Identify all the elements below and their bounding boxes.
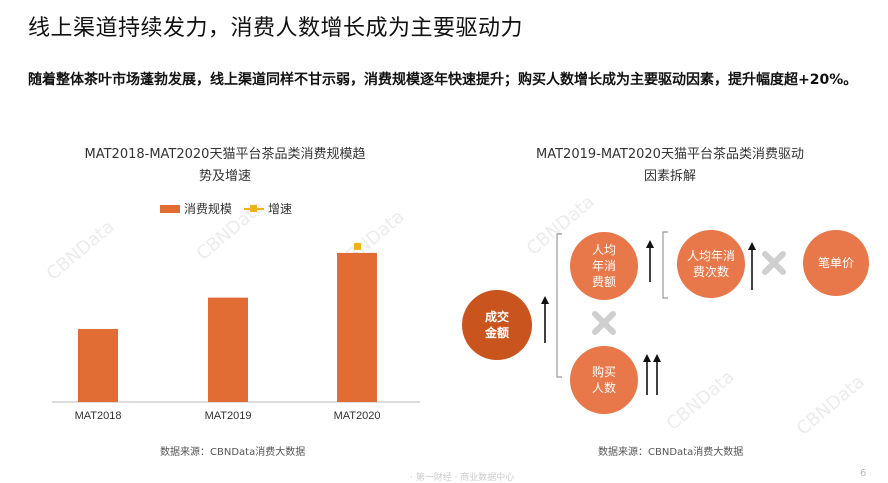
page-subtitle: 随着整体茶叶市场蓬勃发展，线上渠道同样不甘示弱，消费规模逐年快速提升；购买人数增… (28, 72, 858, 88)
spend-per-buyer-node: 人均年消费额 (570, 232, 638, 300)
spend-up-arrow-head (646, 240, 654, 248)
frequency-node-label: 人均年消费次数 (686, 249, 735, 279)
page-number: 6 (860, 468, 867, 479)
buyers-node-label: 购买人数 (591, 365, 616, 395)
buyers-up-arrow-head-1 (643, 354, 651, 362)
legend-line-swatch (244, 204, 265, 212)
sub-bracket (662, 231, 668, 299)
gmv-node-label: 成交金额 (484, 310, 509, 340)
spend-per-buyer-node-label: 人均年消费额 (591, 243, 616, 289)
right-chart-title: MAT2019-MAT2020天猫平台茶品类消费驱动 因素拆解 (510, 144, 830, 188)
legend-line-label: 增速 (268, 202, 293, 216)
bar-mat2020 (337, 252, 377, 402)
buyers-node: 购买人数 (570, 346, 638, 414)
frequency-node: 人均年消费次数 (677, 230, 745, 298)
right-chart-title-line2: 因素拆解 (643, 169, 696, 184)
gmv-up-arrow-head (541, 296, 549, 304)
bar-mat2018 (78, 328, 118, 402)
frequency-up-arrow-head (748, 242, 756, 250)
page-title: 线上渠道持续发力，消费人数增长成为主要驱动力 (28, 16, 524, 41)
avg-order-node: 笔单价 (803, 230, 869, 296)
x-tick-label: MAT2020 (334, 410, 381, 422)
bar-mat2019 (208, 297, 248, 402)
buyers-up-arrow-head-2 (653, 354, 661, 362)
left-chart-title-line2: 势及增速 (198, 169, 251, 184)
main-bracket (556, 233, 562, 378)
legend-bar-label: 消费规模 (184, 202, 233, 216)
legend-bar-swatch (160, 204, 180, 213)
right-chart-source: 数据来源：CBNData消费大数据 (598, 447, 744, 458)
times-icon (592, 311, 616, 335)
growth-marker (354, 242, 361, 250)
right-chart-title-line1: MAT2019-MAT2020天猫平台茶品类消费驱动 (536, 147, 804, 162)
left-chart-title: MAT2018-MAT2020天猫平台茶品类消费规模趋 势及增速 (60, 144, 390, 188)
x-tick-label: MAT2019 (205, 410, 252, 422)
footer: · 第一财经 · 商业数据中心 (410, 473, 515, 483)
avg-order-node-label: 笔单价 (817, 256, 854, 270)
left-chart-title-line1: MAT2018-MAT2020天猫平台茶品类消费规模趋 (84, 147, 366, 162)
gmv-node: 成交金额 (462, 290, 532, 360)
left-chart-legend: 消费规模 增速 (160, 200, 292, 217)
x-tick-label: MAT2018 (75, 410, 122, 422)
times-icon (762, 251, 786, 275)
left-chart-source: 数据来源：CBNData消费大数据 (160, 447, 306, 458)
